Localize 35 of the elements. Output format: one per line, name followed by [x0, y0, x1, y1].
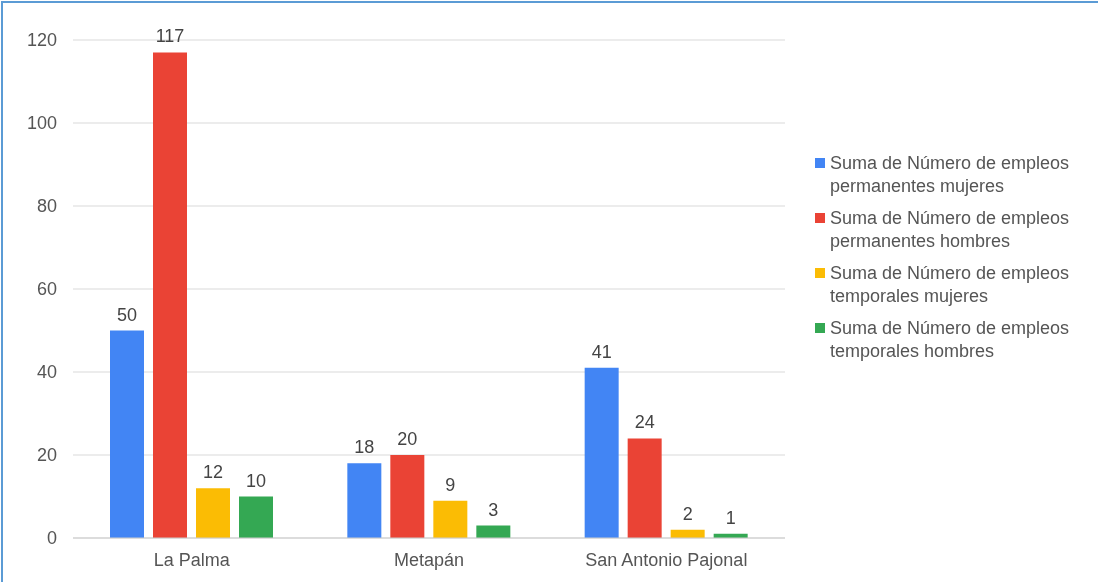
data-label: 10	[245, 470, 267, 491]
data-label: 12	[202, 462, 224, 483]
y-tick-label: 60	[36, 279, 57, 300]
legend-label: Suma de Número de empleos permanentes hombres	[830, 206, 1071, 253]
x-tick-label: La Palma	[153, 549, 231, 570]
y-tick-label: 40	[36, 362, 57, 383]
legend-label: Suma de Número de empleos permanentes mujeres	[830, 151, 1071, 198]
y-tick-label: 100	[26, 113, 57, 134]
y-tick-label: 20	[36, 445, 57, 466]
data-label: 9	[445, 474, 456, 495]
bar	[627, 438, 662, 538]
y-tick-label: 120	[26, 30, 57, 51]
bar	[196, 488, 230, 538]
bar	[347, 463, 382, 538]
data-label: 41	[591, 341, 612, 362]
data-label: 50	[116, 304, 138, 325]
data-label: 20	[397, 429, 418, 449]
bar	[239, 496, 273, 538]
data-label: 2	[682, 503, 693, 524]
legend-label: Suma de Número de empleos temporales mujeres	[830, 261, 1071, 308]
bar	[433, 500, 468, 538]
data-label: 117	[155, 26, 185, 47]
y-tick-label: 0	[46, 528, 57, 549]
bar	[584, 367, 619, 538]
data-label: 3	[488, 499, 499, 520]
bar	[110, 330, 144, 538]
data-label: 18	[354, 437, 375, 458]
x-tick-label: San Antonio Pajonal	[585, 549, 748, 570]
data-label: 1	[725, 507, 736, 528]
data-label: 24	[634, 412, 655, 433]
bar	[153, 52, 187, 538]
x-tick-label: Metapán	[393, 549, 465, 570]
y-tick-label: 80	[36, 196, 57, 217]
bar	[390, 455, 425, 538]
legend-label: Suma de Número de empleos temporales hombres	[830, 316, 1071, 363]
